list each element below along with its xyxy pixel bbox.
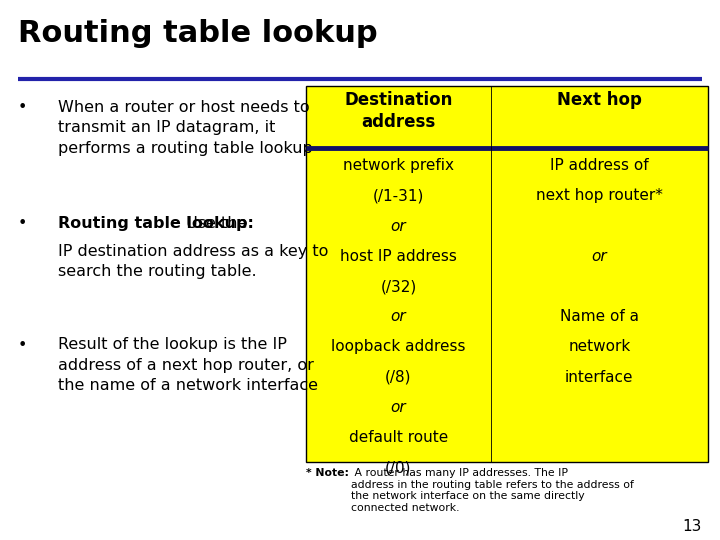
Text: Routing table lookup:: Routing table lookup: <box>58 216 253 231</box>
Text: interface: interface <box>565 370 634 384</box>
Text: or: or <box>390 400 406 415</box>
Text: network: network <box>568 340 631 354</box>
Text: Use the: Use the <box>181 216 248 231</box>
Text: IP address of: IP address of <box>550 158 649 173</box>
Text: IP destination address as a key to
search the routing table.: IP destination address as a key to searc… <box>58 244 328 280</box>
Text: (/8): (/8) <box>385 370 412 384</box>
Text: (/32): (/32) <box>380 279 417 294</box>
Text: host IP address: host IP address <box>340 249 457 264</box>
Text: or: or <box>390 309 406 324</box>
Text: next hop router*: next hop router* <box>536 188 662 203</box>
Text: * Note:: * Note: <box>306 468 349 478</box>
Text: A router has many IP addresses. The IP
address in the routing table refers to th: A router has many IP addresses. The IP a… <box>351 468 634 513</box>
Text: When a router or host needs to
transmit an IP datagram, it
performs a routing ta: When a router or host needs to transmit … <box>58 100 312 156</box>
Text: •: • <box>18 100 27 115</box>
FancyBboxPatch shape <box>306 86 708 462</box>
Text: loopback address: loopback address <box>331 340 466 354</box>
Text: Result of the lookup is the IP
address of a next hop router, or
the name of a ne: Result of the lookup is the IP address o… <box>58 338 318 393</box>
Text: Next hop: Next hop <box>557 91 642 109</box>
Text: 13: 13 <box>683 518 702 534</box>
Text: or: or <box>390 219 406 233</box>
Text: •: • <box>18 216 27 231</box>
Text: Name of a: Name of a <box>559 309 639 324</box>
Text: network prefix: network prefix <box>343 158 454 173</box>
Text: or: or <box>591 249 607 264</box>
Text: (/0): (/0) <box>385 461 412 475</box>
Text: default route: default route <box>348 430 448 445</box>
Text: •: • <box>18 338 27 353</box>
Text: Routing table lookup: Routing table lookup <box>18 19 377 48</box>
Text: Destination
address: Destination address <box>344 91 453 131</box>
Text: (/1-31): (/1-31) <box>373 188 424 203</box>
